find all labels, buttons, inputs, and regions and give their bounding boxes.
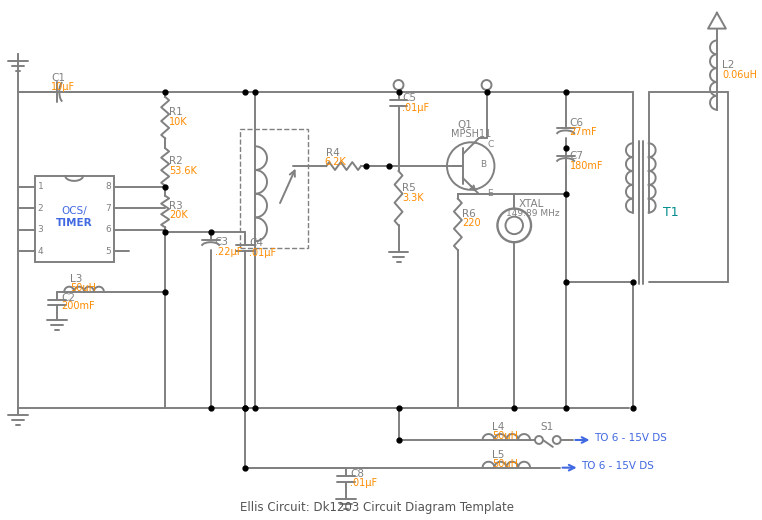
Text: R2: R2 bbox=[169, 156, 183, 166]
Text: OCS/: OCS/ bbox=[61, 206, 87, 216]
Text: MPSH11: MPSH11 bbox=[451, 129, 491, 139]
Text: TO 6 - 15V DS: TO 6 - 15V DS bbox=[581, 461, 655, 471]
Text: 180mF: 180mF bbox=[570, 161, 603, 171]
Text: C6: C6 bbox=[570, 118, 584, 127]
Text: C4: C4 bbox=[249, 238, 263, 248]
Text: XTAL: XTAL bbox=[519, 199, 545, 209]
Text: Q1: Q1 bbox=[458, 120, 472, 129]
Text: C: C bbox=[488, 140, 494, 149]
Bar bbox=[240, 129, 308, 248]
Text: 5: 5 bbox=[105, 246, 110, 256]
Text: 0.06uH: 0.06uH bbox=[722, 70, 757, 80]
Text: C8: C8 bbox=[350, 469, 364, 478]
Text: 3.3K: 3.3K bbox=[402, 193, 424, 203]
Text: 2: 2 bbox=[37, 204, 43, 213]
Text: 1: 1 bbox=[37, 182, 43, 191]
Text: 7: 7 bbox=[105, 204, 110, 213]
Text: 53.6K: 53.6K bbox=[169, 166, 197, 176]
Text: B: B bbox=[481, 160, 487, 168]
Text: 3: 3 bbox=[37, 225, 43, 234]
Text: 27mF: 27mF bbox=[570, 127, 597, 137]
Text: L3: L3 bbox=[70, 274, 82, 284]
Text: .01μF: .01μF bbox=[402, 103, 430, 113]
Text: S1: S1 bbox=[540, 422, 553, 432]
Text: TIMER: TIMER bbox=[56, 218, 92, 228]
Text: C3: C3 bbox=[215, 237, 229, 247]
Text: 50uH: 50uH bbox=[70, 283, 96, 293]
Text: T1: T1 bbox=[663, 206, 678, 219]
Text: R1: R1 bbox=[169, 107, 183, 116]
Text: 10K: 10K bbox=[169, 116, 187, 126]
Text: L4: L4 bbox=[492, 422, 505, 432]
Text: 50uH: 50uH bbox=[492, 431, 518, 441]
Text: 50uH: 50uH bbox=[492, 459, 518, 469]
Text: R5: R5 bbox=[402, 183, 416, 193]
Bar bbox=[34, 176, 114, 262]
Text: .01μF: .01μF bbox=[350, 478, 377, 488]
Text: L5: L5 bbox=[492, 450, 505, 460]
Text: R3: R3 bbox=[169, 201, 183, 211]
Text: C1: C1 bbox=[51, 73, 66, 83]
Text: L2: L2 bbox=[722, 60, 735, 70]
Text: .01μF: .01μF bbox=[249, 248, 277, 258]
Text: 220: 220 bbox=[462, 218, 481, 228]
Text: 20K: 20K bbox=[169, 211, 188, 220]
Text: C2: C2 bbox=[61, 293, 75, 303]
Text: E: E bbox=[488, 189, 493, 198]
Text: 6: 6 bbox=[105, 225, 110, 234]
Text: 8: 8 bbox=[105, 182, 110, 191]
Text: C7: C7 bbox=[570, 151, 584, 161]
Text: R4: R4 bbox=[326, 148, 340, 158]
Text: .22μF: .22μF bbox=[215, 247, 242, 257]
Text: 200mF: 200mF bbox=[61, 302, 95, 311]
Text: TO 6 - 15V DS: TO 6 - 15V DS bbox=[594, 433, 668, 443]
Text: C5: C5 bbox=[402, 93, 417, 103]
Text: 149.89 MHz: 149.89 MHz bbox=[506, 209, 560, 218]
Text: 4: 4 bbox=[37, 246, 43, 256]
Text: Ellis Circuit: Dk1203 Circuit Diagram Template: Ellis Circuit: Dk1203 Circuit Diagram Te… bbox=[240, 501, 514, 514]
Text: R6: R6 bbox=[462, 209, 475, 218]
Text: 6.2K: 6.2K bbox=[325, 157, 346, 167]
Text: 10μF: 10μF bbox=[51, 82, 75, 92]
